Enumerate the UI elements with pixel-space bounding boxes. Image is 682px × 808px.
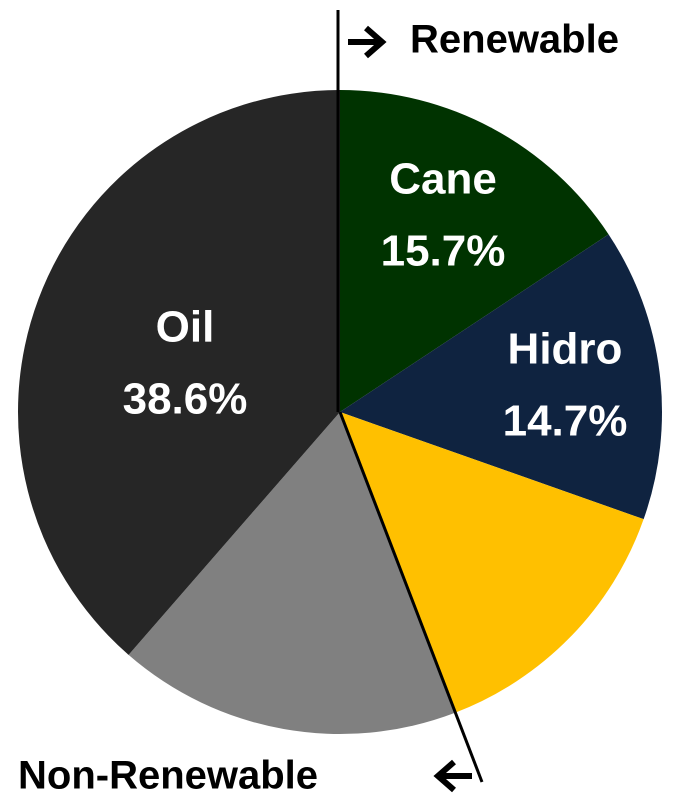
slice-label: Hidro xyxy=(508,325,623,374)
pie-slice xyxy=(17,90,340,655)
slice-label: Oil xyxy=(156,303,215,352)
slice-label: Cane xyxy=(389,155,497,204)
value-label: 15.7% xyxy=(381,227,506,276)
annotation: Non-Renewable xyxy=(18,754,318,798)
value-label: 38.6% xyxy=(123,375,248,424)
annotation: Renewable xyxy=(410,18,619,62)
arrow-right xyxy=(348,25,387,59)
arrow-left xyxy=(433,759,472,793)
value-label: 14.7% xyxy=(503,397,628,446)
pie-slice xyxy=(340,412,644,713)
pie-slice xyxy=(340,90,609,412)
pie xyxy=(17,90,662,734)
divider-line xyxy=(338,411,484,783)
pie-slice xyxy=(340,234,662,520)
pie-slice xyxy=(128,412,455,734)
